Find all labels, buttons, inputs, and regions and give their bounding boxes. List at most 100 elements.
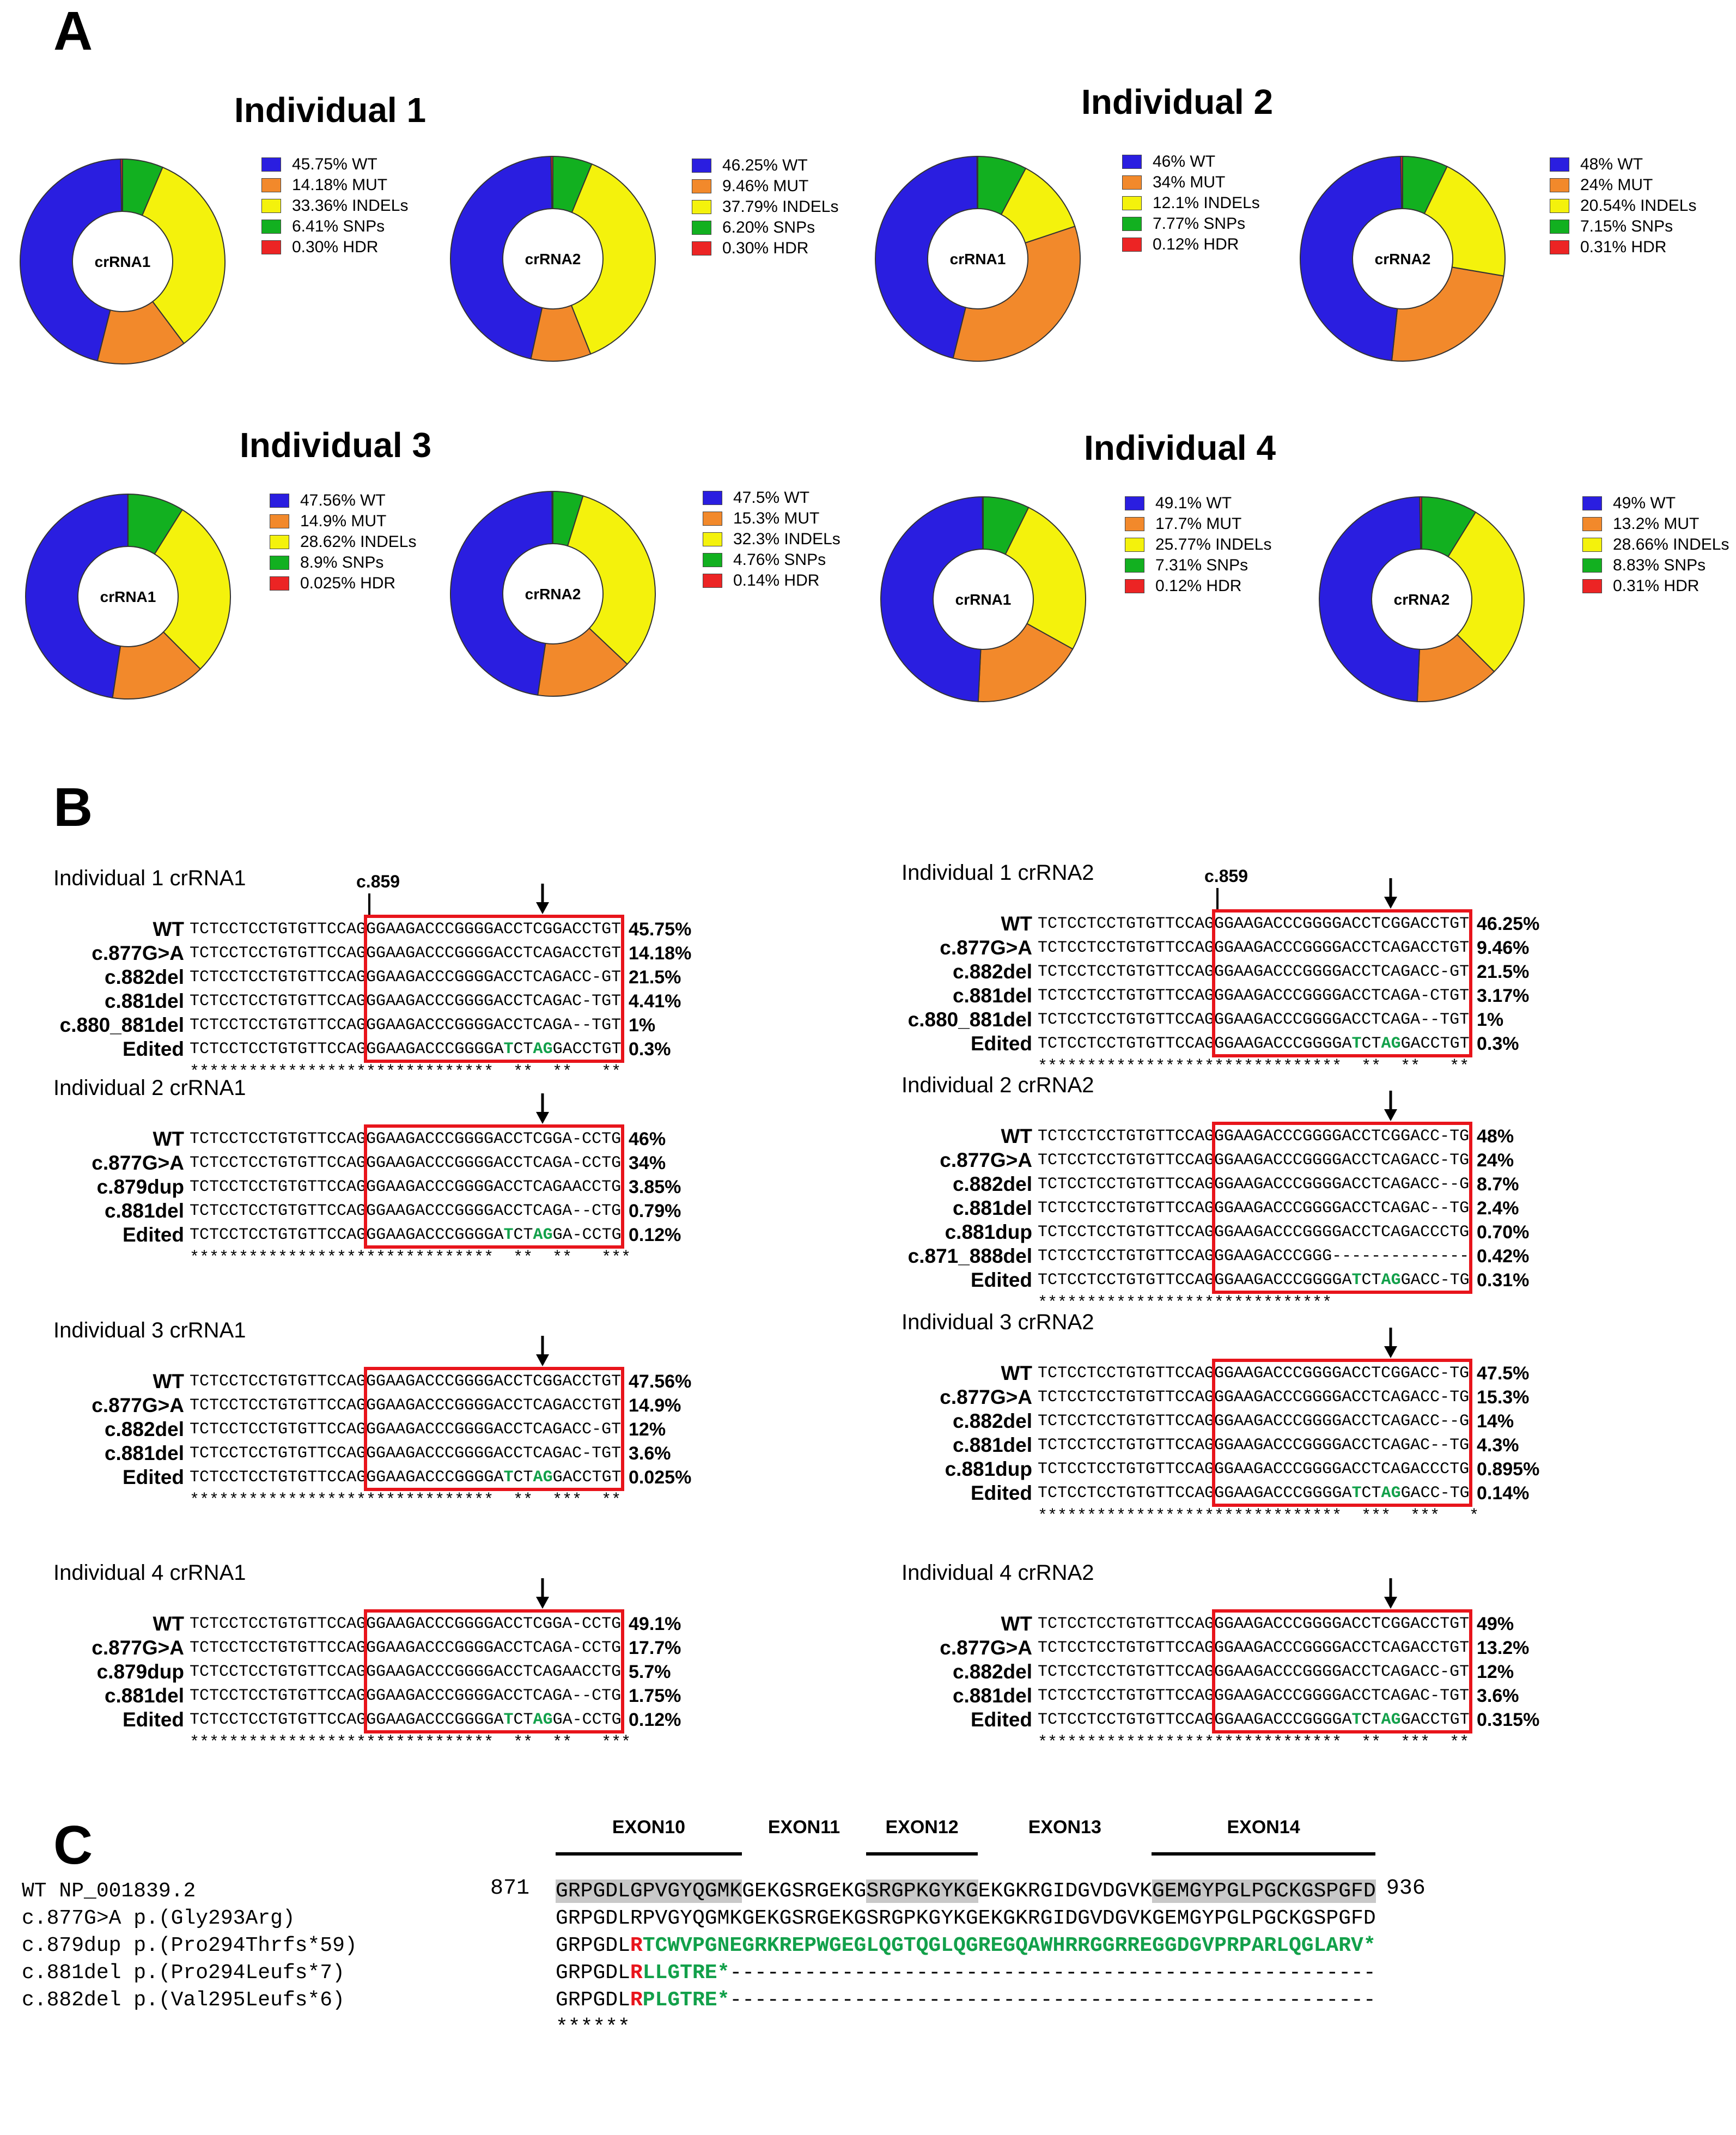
exon-bar bbox=[556, 1852, 742, 1856]
donut-slice-wt bbox=[1300, 156, 1403, 362]
legend-swatch bbox=[703, 512, 722, 526]
alignment-row-sequence: TCTCCTCCTGTGTTCCAGGGAAGACCCGGGGACCTCAGA-… bbox=[190, 1687, 622, 1705]
legend-ind2-crrna2: 48% WT 24% MUT 20.54% INDELs 7.15% SNPs 0.31… bbox=[1550, 154, 1696, 258]
alignment-consensus: ******************************* ** *** *… bbox=[190, 1491, 622, 1510]
legend-swatch bbox=[1582, 538, 1602, 552]
legend-entry-wt: 46.25% WT bbox=[692, 155, 838, 176]
donut-slice-indels bbox=[141, 166, 226, 344]
alignment-row-sequence: TCTCCTCCTGTGTTCCAGGGAAGACCCGGGGACCTCAGAC… bbox=[1038, 1639, 1470, 1657]
legend-text: 7.77% SNPs bbox=[1153, 215, 1246, 233]
legend-text: 0.025% HDR bbox=[300, 574, 396, 592]
legend-text: 49% WT bbox=[1613, 494, 1676, 512]
alignment-row-sequence: TCTCCTCCTGTGTTCCAGGGAAGACCCGGGGACCTCAGAC… bbox=[1038, 1663, 1470, 1681]
alignment-row-sequence: TCTCCTCCTGTGTTCCAGGGAAGACCCGGGGATCTAGGAC… bbox=[1038, 1711, 1470, 1729]
alignment-row-label: WT bbox=[153, 1370, 184, 1392]
alignment-row-sequence: TCTCCTCCTGTGTTCCAGGGAAGACCCGGGGACCTCAGA-… bbox=[190, 1639, 622, 1657]
cut-site-arrow bbox=[536, 1336, 549, 1366]
alignment-row-percent: 0.025% bbox=[629, 1467, 692, 1488]
alignment-title: Individual 1 crRNA1 bbox=[53, 866, 246, 890]
alignment-row-sequence: TCTCCTCCTGTGTTCCAGGGAAGACCCGGGGATCTAGGAC… bbox=[190, 1468, 622, 1487]
target-region-box bbox=[1212, 1609, 1472, 1733]
legend-ind1-crrna2: 46.25% WT 9.46% MUT 37.79% INDELs 6.20% SNP… bbox=[692, 155, 838, 259]
alignment-row-label: c.877G>A bbox=[940, 1149, 1032, 1171]
alignment-title: Individual 2 crRNA2 bbox=[901, 1073, 1094, 1097]
sequence-end-position: 936 bbox=[1386, 1876, 1426, 1901]
legend-ind3-crrna1: 47.56% WT 14.9% MUT 28.62% INDELs 8.9% SNPs… bbox=[270, 490, 416, 594]
legend-text: 12.1% INDELs bbox=[1153, 194, 1260, 212]
alignment-row-sequence: TCTCCTCCTGTGTTCCAGGGAAGACCCGGGGACCTCAGA-… bbox=[190, 1202, 622, 1220]
legend-text: 0.30% HDR bbox=[722, 239, 809, 257]
alignment-row-sequence: TCTCCTCCTGTGTTCCAGGGAAGACCCGGGGACCTCAGAC… bbox=[1038, 1412, 1470, 1431]
alignment-row-percent: 9.46% bbox=[1477, 938, 1530, 958]
donut-slice-indels bbox=[567, 495, 656, 665]
legend-entry-hdr: 0.30% HDR bbox=[261, 237, 408, 258]
alignment-row-sequence: TCTCCTCCTGTGTTCCAGGGAAGACCCGGGGACCTCAGAC… bbox=[190, 1396, 622, 1415]
alignment-row-sequence: TCTCCTCCTGTGTTCCAGGGAAGACCCGGGGACCTCAGAC… bbox=[1038, 1223, 1470, 1242]
alignment-row-percent: 0.79% bbox=[629, 1201, 681, 1221]
legend-text: 37.79% INDELs bbox=[722, 198, 839, 216]
alignment-ind4-crrna1: Individual 4 crRNA1 WT TCTCCTCCTGTGTTCCAGG… bbox=[53, 1561, 843, 1768]
legend-entry-snps: 7.77% SNPs bbox=[1122, 214, 1260, 234]
alignment-row-label: WT bbox=[153, 1128, 184, 1150]
individual-2-title: Individual 2 bbox=[1081, 82, 1274, 121]
alignment-row-label: WT bbox=[1001, 1125, 1032, 1147]
alignment-row-percent: 0.895% bbox=[1477, 1459, 1540, 1480]
legend-entry-indels: 25.77% INDELs bbox=[1125, 534, 1271, 555]
alignment-row-label: Edited bbox=[970, 1482, 1032, 1504]
legend-text: 0.14% HDR bbox=[733, 571, 820, 589]
cut-site-arrow bbox=[1384, 878, 1397, 909]
donut-slice-indels bbox=[1004, 507, 1086, 650]
alignment-row-label: c.881del bbox=[104, 990, 184, 1012]
legend-swatch bbox=[692, 159, 711, 173]
alignment-row-label: WT bbox=[153, 918, 184, 940]
donut-slice-wt bbox=[20, 159, 123, 362]
donut-center-label: crRNA2 bbox=[1375, 251, 1431, 267]
donut-slice-indels bbox=[1423, 166, 1506, 277]
alignment-row-sequence: TCTCCTCCTGTGTTCCAGGGAAGACCCGGGGACCTCAGAC… bbox=[190, 968, 622, 987]
legend-text: 24% MUT bbox=[1580, 176, 1653, 194]
legend-swatch bbox=[1550, 178, 1569, 192]
legend-entry-indels: 33.36% INDELs bbox=[261, 196, 408, 216]
protein-row-sequence: GRPGDLRLLGTRE*--------------------------… bbox=[556, 1961, 1376, 1985]
alignment-ind1-crrna1: Individual 1 crRNA1 c.859 WT TCTCCTCCTGTGTT… bbox=[53, 866, 843, 1081]
donut-center-label: crRNA1 bbox=[955, 591, 1012, 608]
position-label-c859: c.859 bbox=[1204, 866, 1248, 886]
individual-1-title: Individual 1 bbox=[234, 90, 427, 130]
alignment-row-percent: 2.4% bbox=[1477, 1198, 1519, 1219]
legend-ind1-crrna1: 45.75% WT 14.18% MUT 33.36% INDELs 6.41% SN… bbox=[261, 154, 408, 258]
alignment-row-percent: 1% bbox=[629, 1015, 656, 1036]
alignment-row-percent: 3.6% bbox=[629, 1443, 671, 1464]
alignment-row-sequence: TCTCCTCCTGTGTTCCAGGGAAGACCCGGGGACCTCAGAC… bbox=[190, 944, 622, 963]
legend-text: 9.46% MUT bbox=[722, 177, 809, 195]
legend-ind4-crrna1: 49.1% WT 17.7% MUT 25.77% INDELs 7.31% SNPs… bbox=[1125, 493, 1271, 597]
alignment-title: Individual 2 crRNA1 bbox=[53, 1076, 246, 1100]
legend-entry-hdr: 0.31% HDR bbox=[1582, 576, 1729, 597]
alignment-row-label: Edited bbox=[122, 1708, 184, 1731]
alignment-consensus: ******************************* ** ** **… bbox=[190, 1249, 631, 1267]
protein-consensus: ****** bbox=[556, 2016, 630, 2039]
panel-label-c: C bbox=[53, 1815, 93, 1876]
legend-swatch bbox=[270, 514, 289, 528]
cut-site-arrow bbox=[1384, 1091, 1397, 1121]
legend-entry-snps: 4.76% SNPs bbox=[703, 550, 840, 570]
donut-center-label: crRNA1 bbox=[100, 588, 156, 605]
alignment-row-percent: 5.7% bbox=[629, 1662, 671, 1682]
legend-swatch bbox=[261, 199, 281, 213]
alignment-row-sequence: TCTCCTCCTGTGTTCCAGGGAAGACCCGGGGACCTCGGAC… bbox=[190, 1372, 622, 1391]
legend-text: 46.25% WT bbox=[722, 156, 808, 174]
legend-entry-wt: 46% WT bbox=[1122, 151, 1260, 172]
donut-slice-mut bbox=[1391, 266, 1504, 362]
alignment-row-sequence: TCTCCTCCTGTGTTCCAGGGAAGACCCGGGGACCTCAGAC… bbox=[1038, 963, 1470, 981]
exon-label: EXON11 bbox=[768, 1817, 840, 1838]
alignment-row-percent: 0.315% bbox=[1477, 1710, 1540, 1730]
alignment-row-sequence: TCTCCTCCTGTGTTCCAGGGAAGACCCGGGGACCTCAGAA… bbox=[190, 1663, 622, 1681]
alignment-row-label: WT bbox=[1001, 913, 1032, 935]
legend-entry-snps: 7.31% SNPs bbox=[1125, 555, 1271, 576]
alignment-row-label: c.877G>A bbox=[940, 936, 1032, 959]
alignment-row-percent: 0.70% bbox=[1477, 1222, 1530, 1243]
legend-entry-indels: 28.66% INDELs bbox=[1582, 534, 1729, 555]
alignment-row-percent: 34% bbox=[629, 1153, 666, 1173]
position-tick bbox=[1216, 888, 1219, 911]
donut-slice-hdr bbox=[1419, 496, 1422, 550]
legend-entry-wt: 49.1% WT bbox=[1125, 493, 1271, 514]
